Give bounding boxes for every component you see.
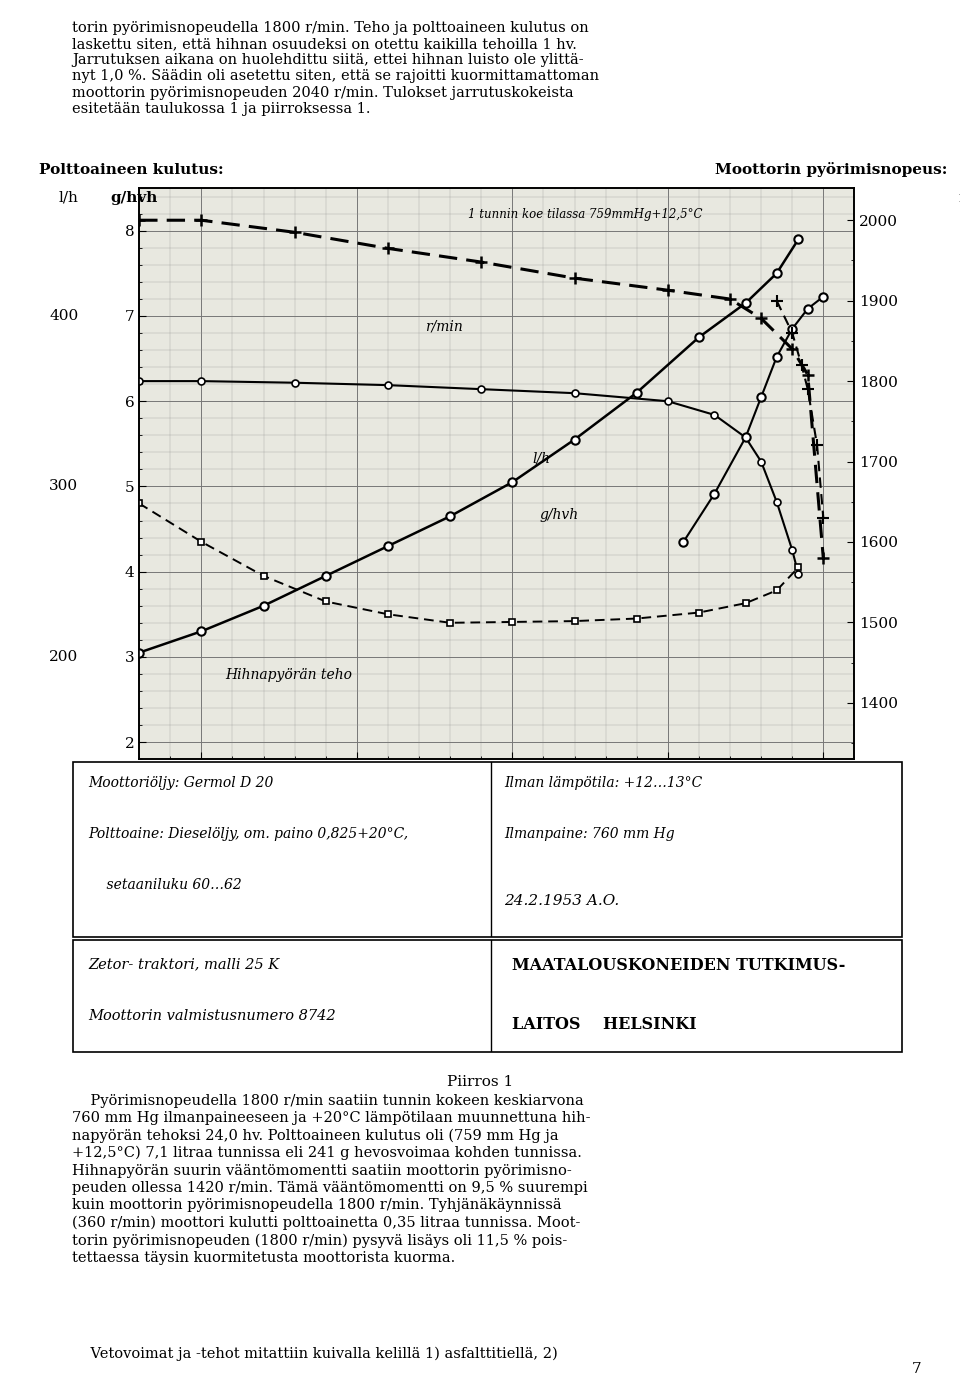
Text: g/hvh: g/hvh xyxy=(110,191,158,205)
Text: MAATALOUSKONEIDEN TUTKIMUS-: MAATALOUSKONEIDEN TUTKIMUS- xyxy=(512,957,846,974)
Text: torin pyörimisnopeudella 1800 r/min. Teho ja polttoaineen kulutus on
laskettu si: torin pyörimisnopeudella 1800 r/min. Teh… xyxy=(72,21,599,116)
Text: Moottorin pyörimisnopeus:: Moottorin pyörimisnopeus: xyxy=(715,162,948,177)
Text: 1 tunnin koe tilassa 759mmHg+12,5°C: 1 tunnin koe tilassa 759mmHg+12,5°C xyxy=(468,208,703,221)
Text: LAITOS    HELSINKI: LAITOS HELSINKI xyxy=(512,1015,697,1034)
Text: 24.2.1953 A.O.: 24.2.1953 A.O. xyxy=(504,894,619,908)
Text: r/min: r/min xyxy=(425,319,463,333)
Text: Piirros 1: Piirros 1 xyxy=(446,1075,514,1089)
Text: Moottoriöljy: Germol D 20: Moottoriöljy: Germol D 20 xyxy=(88,776,274,790)
Text: Moottorin valmistusnumero 8742: Moottorin valmistusnumero 8742 xyxy=(88,1010,336,1024)
Text: Ilman lämpötila: +12…13°C: Ilman lämpötila: +12…13°C xyxy=(504,776,702,790)
Text: hv: hv xyxy=(869,781,887,795)
Text: Vetovoimat ja -tehot mitattiin kuivalla kelillä 1) asfalttitiellä, 2): Vetovoimat ja -tehot mitattiin kuivalla … xyxy=(72,1346,558,1361)
Text: Polttoaine: Dieselöljy, om. paino 0,825+20°C,: Polttoaine: Dieselöljy, om. paino 0,825+… xyxy=(88,827,409,841)
Text: Zetor- traktori, malli 25 K: Zetor- traktori, malli 25 K xyxy=(88,957,279,971)
Text: Hihnapyörän teho: Hihnapyörän teho xyxy=(225,669,352,683)
Text: Pyörimisnopeudella 1800 r/min saatiin tunnin kokeen keskiarvona
760 mm Hg ilmanp: Pyörimisnopeudella 1800 r/min saatiin tu… xyxy=(72,1094,590,1265)
Text: Ilmanpaine: 760 mm Hg: Ilmanpaine: 760 mm Hg xyxy=(504,827,675,841)
Text: l/h: l/h xyxy=(59,191,79,205)
Text: 400: 400 xyxy=(49,309,79,323)
Text: r/min: r/min xyxy=(958,191,960,205)
Text: 7: 7 xyxy=(912,1362,922,1376)
Text: 300: 300 xyxy=(49,479,79,493)
Text: l/h: l/h xyxy=(533,451,550,465)
Text: setaaniluku 60…62: setaaniluku 60…62 xyxy=(88,878,241,892)
Text: 200: 200 xyxy=(49,651,79,664)
Text: Polttoaineen kulutus:: Polttoaineen kulutus: xyxy=(39,163,224,177)
Text: g/hvh: g/hvh xyxy=(540,508,579,522)
FancyBboxPatch shape xyxy=(73,762,901,937)
FancyBboxPatch shape xyxy=(73,940,901,1052)
